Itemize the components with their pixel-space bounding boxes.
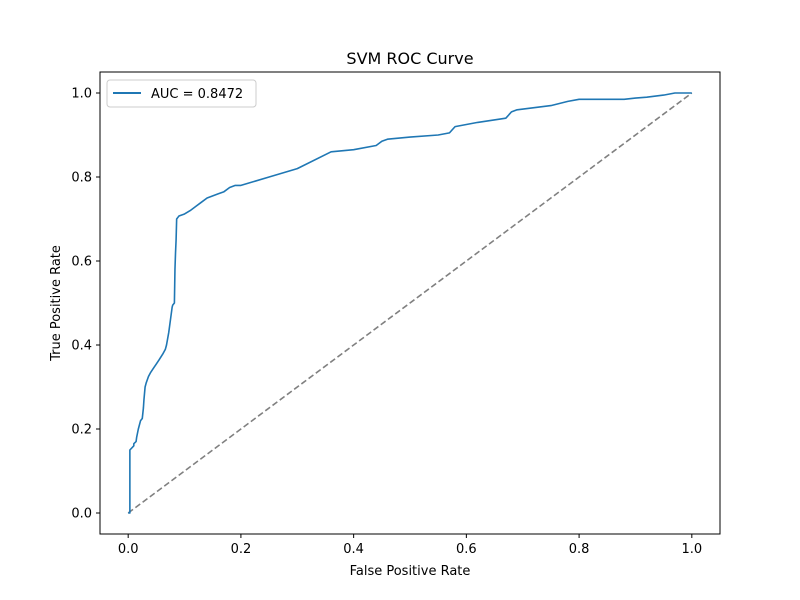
y-axis-label: True Positive Rate — [49, 245, 64, 362]
x-tick-label: 0.4 — [343, 542, 364, 557]
x-tick-label: 0.8 — [569, 542, 590, 557]
y-tick-label: 0.2 — [71, 423, 92, 438]
legend: AUC = 0.8472 — [106, 79, 257, 108]
y-tick-label: 0.4 — [71, 339, 92, 354]
tick-layer: 0.0 0.2 0.4 0.6 0.8 1.0 0.0 0.2 0.4 0.6 0.8 1.0 — [71, 87, 702, 558]
x-axis-label: False Positive Rate — [350, 564, 471, 579]
legend-label: AUC = 0.8472 — [151, 87, 243, 102]
roc-curve-line — [128, 92, 692, 514]
x-tick-label: 0.0 — [118, 542, 139, 557]
chance-diagonal-line — [127, 92, 693, 514]
y-tick-label: 0.6 — [71, 255, 92, 270]
x-tick-label: 1.0 — [681, 542, 702, 557]
x-tick-label: 0.2 — [231, 542, 252, 557]
chart-title: SVM ROC Curve — [346, 49, 473, 68]
legend-box — [106, 79, 257, 108]
x-tick-label: 0.6 — [456, 542, 477, 557]
series-layer — [127, 92, 693, 514]
y-tick-label: 0.8 — [71, 171, 92, 186]
y-tick-label: 0.0 — [71, 507, 92, 522]
y-tick-label: 1.0 — [71, 87, 92, 102]
axes-frame — [99, 71, 721, 535]
